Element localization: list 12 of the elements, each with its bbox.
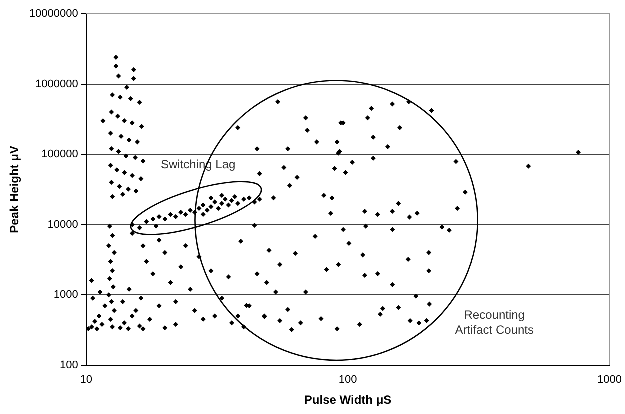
x-axis-title: Pulse Width μS bbox=[304, 393, 392, 408]
y-tick-label: 1000 bbox=[54, 289, 78, 302]
x-tick-label: 1000 bbox=[598, 374, 622, 386]
annotation: Recounting Artifact Counts bbox=[455, 308, 534, 338]
y-axis-title: Peak Height μV bbox=[8, 146, 22, 234]
y-tick-label: 100000 bbox=[42, 148, 78, 161]
x-tick-label: 10 bbox=[80, 374, 92, 386]
y-tick-label: 10000 bbox=[48, 218, 78, 231]
y-tick-label: 1000000 bbox=[36, 78, 78, 90]
y-tick-label: 100 bbox=[60, 359, 78, 372]
y-tick-label: 10000000 bbox=[29, 8, 78, 20]
x-tick-label: 100 bbox=[338, 374, 358, 386]
